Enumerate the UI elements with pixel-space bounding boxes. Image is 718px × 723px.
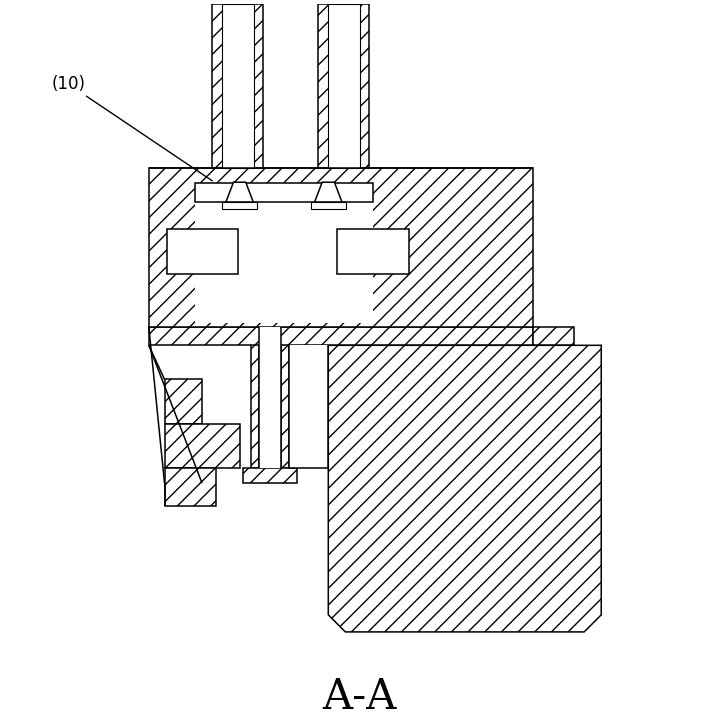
Bar bbox=[259, 327, 281, 468]
Bar bbox=[337, 229, 409, 273]
Bar bbox=[164, 380, 202, 424]
Bar bbox=[195, 183, 373, 202]
Bar bbox=[213, 4, 264, 168]
Text: (10): (10) bbox=[52, 75, 213, 181]
Polygon shape bbox=[226, 182, 253, 202]
Bar bbox=[243, 468, 297, 483]
Bar bbox=[18, 0, 700, 4]
Bar bbox=[149, 168, 533, 327]
Polygon shape bbox=[328, 346, 601, 632]
Bar bbox=[195, 197, 373, 322]
Bar bbox=[164, 424, 240, 468]
Bar bbox=[164, 468, 215, 505]
Bar bbox=[167, 229, 238, 273]
Bar bbox=[311, 202, 346, 209]
Bar bbox=[533, 327, 574, 346]
Text: A-A: A-A bbox=[322, 676, 396, 718]
Bar bbox=[222, 202, 257, 209]
Bar bbox=[318, 4, 369, 168]
Bar bbox=[251, 327, 259, 468]
Polygon shape bbox=[314, 182, 342, 202]
Bar bbox=[327, 4, 360, 168]
Bar bbox=[289, 346, 328, 468]
Bar bbox=[281, 327, 289, 468]
Bar bbox=[149, 327, 533, 346]
Bar bbox=[222, 4, 254, 168]
